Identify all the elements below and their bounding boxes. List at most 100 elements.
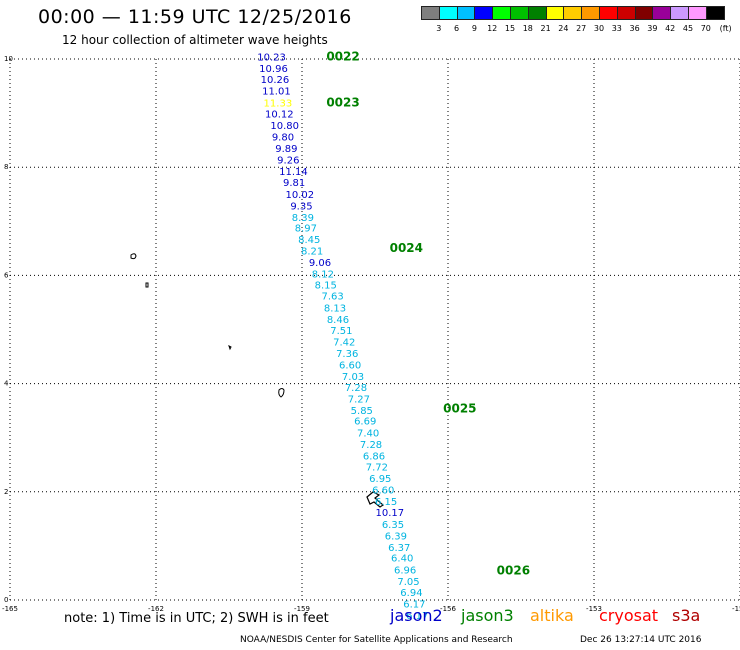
colorbar-label: 6 [454,24,460,33]
swh-measurement-label: 9.89 [275,144,297,155]
y-tick-label: 8 [4,163,8,171]
swh-measurement-label: 8.15 [315,280,337,291]
y-tick-label: 10 [4,55,13,63]
swh-measurement-label: 6.37 [388,543,410,554]
legend-jason3: jason3 [461,606,514,625]
swh-measurement-label: 9.35 [290,201,312,212]
swh-measurement-label: 7.28 [345,383,367,394]
swh-measurement-label: 6.17 [406,611,428,622]
x-tick-label: -165 [2,605,18,613]
swh-measurement-label: 6.69 [354,417,376,428]
units-note: note: 1) Time is in UTC; 2) SWH is in fe… [64,611,329,626]
y-tick-label: 0 [4,596,8,604]
swh-measurement-label: 10.17 [375,508,404,519]
pass-number-label: 0025 [443,401,476,415]
swh-measurement-label: 9.81 [283,178,305,189]
legend-altika: altika [530,606,574,625]
wave-height-colorbar: 3 6 9 12 15 18 21 24 27 30 33 36 39 42 45 70 (ft) [421,4,740,38]
x-tick-label: -159 [294,605,310,613]
island-outline [145,282,149,288]
swh-measurement-label: 6.94 [400,588,422,599]
swh-measurement-label: 8.46 [327,315,349,326]
y-tick-label: 2 [4,488,8,496]
colorbar-label: 70 [700,24,711,33]
swh-measurement-label: 6.96 [394,565,416,576]
colorbar-label: 9 [471,24,477,33]
swh-measurement-label: 7.05 [397,577,419,588]
swh-measurement-label: 11.33 [264,99,293,110]
swh-measurement-label: 11.01 [262,87,291,98]
x-tick-label: -150 [732,605,740,613]
map-subtitle: 12 hour collection of altimeter wave hei… [62,33,328,47]
x-tick-label: -156 [440,605,456,613]
pass-number-label: 0022 [326,50,359,64]
colorbar-label: 33 [611,24,622,33]
swh-measurement-label: 6.86 [363,451,385,462]
swh-measurement-label: 7.03 [342,372,364,383]
swh-measurement-label: 7.27 [348,395,370,406]
colorbar-label: 30 [593,24,605,33]
colorbar-unit: (ft) [719,24,732,33]
pass-labels: 0022 0023 0024 0025 0026 [326,50,530,578]
swh-measurement-label: 6.39 [385,531,407,542]
colorbar-label: 18 [522,24,533,33]
axis-tick-labels: -165 -162 -159 -156 -153 -150 0 2 4 6 8 10 [2,55,740,613]
swh-measurement-label: 8.45 [298,235,320,246]
y-tick-label: 4 [4,380,9,388]
swh-measurement-label: 7.72 [366,463,388,474]
swh-measurement-label: 9.06 [309,258,331,269]
swh-measurement-label: 7.40 [357,429,379,440]
colorbar-label: 12 [487,24,498,33]
swh-measurement-label: 10.23 [257,53,286,64]
swh-measurement-label: 10.02 [285,190,314,201]
colorbar-swatch [705,6,725,20]
legend-cryosat: cryosat [599,606,659,625]
swh-measurement-label: 6.35 [382,520,404,531]
swh-measurement-label: 6.17 [403,600,425,611]
island-outline [366,491,384,508]
colorbar-label: 45 [682,24,694,33]
x-tick-label: -153 [586,605,602,613]
island-outlines [130,253,384,508]
legend-jason2: jason2 [390,606,443,625]
legend-s3a: s3a [672,606,701,625]
swh-measurement-label: 7.36 [336,349,358,360]
measurement-labels: 10.2310.9610.2611.0111.3310.1210.809.809… [257,53,428,622]
pass-number-label: 0023 [326,96,359,110]
swh-measurement-label: 5.85 [351,406,373,417]
colorbar-label: 36 [629,24,640,33]
swh-measurement-label: 6.60 [339,360,361,371]
pass-number-label: 0026 [497,564,530,578]
colorbar-label: 15 [504,24,516,33]
map-title: 00:00 — 11:59 UTC 12/25/2016 [38,6,352,28]
swh-measurement-label: 7.63 [321,292,343,303]
island-outline [228,345,232,351]
x-tick-label: -162 [148,605,164,613]
swh-measurement-label: 8.97 [295,224,317,235]
swh-measurement-label: 9.80 [272,133,294,144]
swh-measurement-label: 8.13 [324,304,346,315]
swh-measurement-label: 6.95 [369,474,391,485]
colorbar-label: 42 [665,24,676,33]
swh-measurement-label: 10.26 [261,75,290,86]
island-outline [130,253,137,260]
pass-number-label: 0024 [390,241,423,255]
island-outline [278,388,285,398]
colorbar-label: 21 [540,24,551,33]
colorbar-label: 3 [436,24,442,33]
swh-measurement-label: 10.96 [259,64,288,75]
colorbar-label: 27 [576,24,587,33]
footer-credit: NOAA/NESDIS Center for Satellite Applica… [240,635,513,645]
swh-measurement-label: 6.40 [391,554,413,565]
swh-measurement-label: 8.12 [312,270,334,281]
swh-measurement-label: 10.12 [265,109,294,120]
swh-measurement-label: 7.51 [330,326,352,337]
footer-timestamp: Dec 26 13:27:14 UTC 2016 [580,635,702,645]
swh-measurement-label: 10.80 [270,121,299,132]
swh-measurement-label: 7.28 [360,440,382,451]
swh-measurement-label: 11.14 [279,167,308,178]
swh-measurement-label: 8.21 [301,246,323,257]
swh-measurement-label: 9.26 [277,155,299,166]
swh-measurement-label: 6.60 [372,485,394,496]
